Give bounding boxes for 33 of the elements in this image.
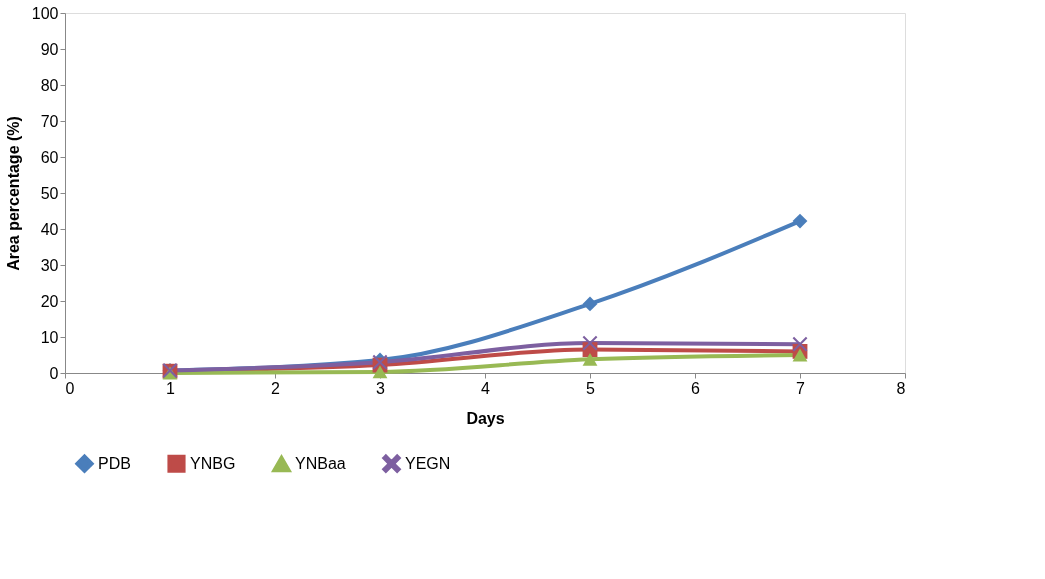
- point: [582, 352, 598, 366]
- point: [792, 213, 808, 229]
- x-tick-label: 3: [376, 379, 386, 397]
- legend-label: PDB: [98, 454, 131, 472]
- x-tick-label: 7: [796, 379, 806, 397]
- x-tick-label: 6: [691, 379, 701, 397]
- y-tick-label: 40: [40, 220, 59, 238]
- point: [792, 348, 808, 362]
- y-tick-label: 90: [40, 40, 59, 58]
- x-axis-title: Days: [466, 409, 505, 427]
- y-axis-title: Area percentage (%): [4, 116, 22, 271]
- y-tick-label: 0: [49, 364, 59, 382]
- y-tick-label: 80: [40, 76, 59, 94]
- legend-label: YNBG: [190, 454, 236, 472]
- y-tick-label: 10: [40, 328, 59, 346]
- y-tick-label: 60: [40, 148, 59, 166]
- x-tick-label: 5: [586, 379, 596, 397]
- y-tick-label: 100: [31, 4, 59, 22]
- y-tick-label: 50: [40, 184, 59, 202]
- x-tick-label: 0: [65, 379, 75, 397]
- legend-label: YNBaa: [295, 455, 346, 473]
- x-tick-label: 2: [271, 379, 281, 397]
- x-tick-label: 4: [481, 379, 491, 397]
- point: [792, 336, 808, 352]
- legend-label: YEGN: [405, 454, 451, 472]
- point: [582, 296, 598, 312]
- y-tick-label: 70: [40, 112, 59, 130]
- point: [582, 335, 598, 351]
- y-tick-label: 20: [40, 292, 59, 310]
- x-tick-label: 1: [166, 379, 176, 397]
- x-tick-label: 8: [896, 379, 906, 397]
- y-tick-label: 30: [40, 256, 59, 274]
- point: [372, 365, 388, 379]
